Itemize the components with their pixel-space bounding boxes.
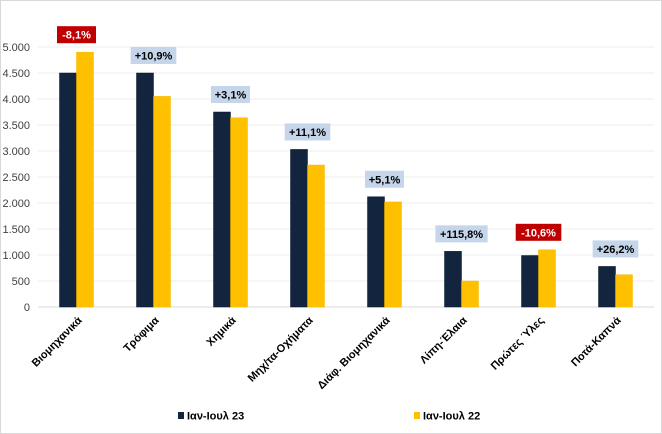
category-label: Ποτά-Καπνά — [569, 314, 624, 369]
bar-2022 — [76, 51, 94, 308]
category-label: Μηχ/τα-Οχήματα — [246, 314, 316, 384]
y-tick-label: 1.500 — [2, 224, 30, 236]
change-badge-bg — [435, 225, 488, 243]
y-tick-label: 5.000 — [2, 42, 30, 54]
bar-2022 — [538, 249, 556, 308]
bar-2023 — [598, 266, 616, 308]
change-badge: -8,1% — [62, 30, 91, 42]
change-badge-bg — [365, 170, 404, 188]
bar-2023 — [367, 196, 385, 308]
bar-2023 — [59, 72, 77, 308]
bar-2022 — [153, 96, 171, 308]
y-tick-label: 500 — [12, 276, 30, 288]
change-badge: +10,9% — [135, 51, 173, 63]
bar-2022 — [615, 274, 633, 308]
change-badge-bg — [211, 86, 250, 103]
bar-2023 — [290, 149, 308, 308]
category-label: Χημικά — [204, 314, 238, 348]
change-badge-bg — [284, 123, 331, 141]
bar-2022 — [307, 164, 325, 308]
change-badge: +26,2% — [597, 244, 635, 256]
category-label: Τρόφιμα — [122, 314, 162, 354]
y-tick-label: 2.000 — [2, 198, 30, 210]
change-badge-bg — [130, 47, 177, 64]
change-badge-bg — [515, 223, 562, 241]
category-label: Πρώτες Ύλες — [489, 314, 547, 372]
bar-2022 — [384, 201, 402, 308]
legend-label: Ιαν-Ιουλ 22 — [423, 411, 480, 423]
y-tick-label: 2.500 — [2, 172, 30, 184]
y-tick-label: 3.000 — [2, 146, 30, 158]
y-tick-label: 4.500 — [2, 68, 30, 80]
change-badge: +115,8% — [440, 229, 483, 241]
legend-label: Ιαν-Ιουλ 23 — [187, 411, 244, 423]
change-badge: -10,6% — [521, 227, 556, 239]
change-badge-bg — [592, 240, 639, 258]
legend-swatch — [178, 412, 184, 419]
y-tick-label: 4.000 — [2, 94, 30, 106]
y-tick-label: 1.000 — [2, 250, 30, 262]
bar-2023 — [136, 72, 154, 308]
y-tick-label: 0 — [24, 302, 30, 314]
change-badge: +5,1% — [369, 174, 401, 186]
bar-2022 — [461, 280, 479, 308]
change-badge: +3,1% — [215, 90, 247, 102]
bar-2023 — [444, 251, 462, 308]
bar-2022 — [230, 117, 248, 308]
category-label: Βιομηχανικά — [30, 314, 85, 369]
change-badge-bg — [57, 26, 96, 44]
bar-2023 — [213, 111, 231, 308]
y-tick-label: 3.500 — [2, 120, 30, 132]
legend-swatch — [414, 412, 420, 419]
category-label: Διάφ. Βιομηχανικά — [315, 314, 392, 391]
change-badge: +11,1% — [289, 127, 326, 139]
category-label: Λίπη-Έλαια — [418, 314, 470, 366]
bar-2023 — [521, 255, 539, 308]
